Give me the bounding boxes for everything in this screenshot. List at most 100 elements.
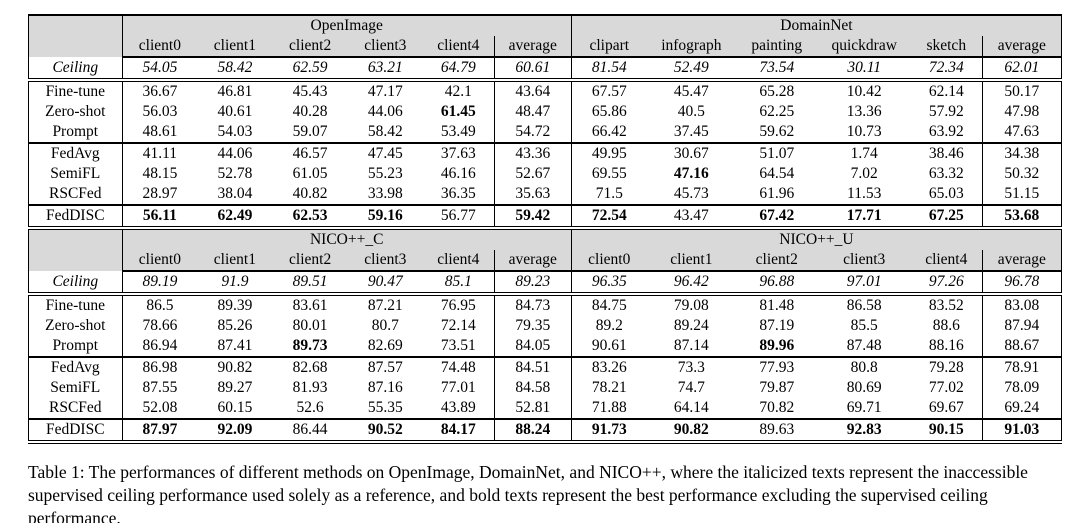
- value-cell: 60.15: [197, 398, 273, 420]
- row-label: FedAvg: [28, 143, 123, 164]
- value-cell: 86.58: [846, 297, 882, 314]
- row-label: Zero-shot: [28, 316, 123, 336]
- table-row: Zero-shot 56.03 40.61 40.28 44.06 61.45 48.47 6…: [28, 102, 1062, 122]
- column-header: client1: [646, 250, 737, 272]
- value-cell: 62.14: [910, 80, 983, 102]
- value-cell: 58.42: [197, 57, 273, 82]
- row-label: FedAvg: [28, 357, 123, 378]
- value-cell: 64.54: [759, 165, 795, 182]
- value-cell: 89.63: [736, 419, 818, 444]
- column-header: client1: [197, 36, 273, 58]
- row-label: Ceiling: [28, 271, 123, 296]
- column-header: client0: [122, 250, 198, 272]
- value-cell: 78.91: [1004, 359, 1040, 376]
- value-cell: 45.47: [673, 83, 709, 100]
- value-cell: 81.48: [759, 297, 795, 314]
- value-cell: 47.63: [982, 122, 1062, 144]
- value-cell: 62.59: [272, 57, 348, 82]
- value-cell: 40.5: [677, 103, 705, 120]
- value-cell: 49.95: [591, 145, 627, 162]
- value-cell: 70.82: [736, 398, 818, 420]
- value-cell: 61.45: [422, 102, 495, 122]
- corner-cell: [28, 15, 123, 57]
- value-cell: 67.57: [591, 83, 627, 100]
- value-cell: 91.03: [982, 419, 1062, 444]
- table-row: RSCFed 52.08 60.15 52.6 55.35 43.89 52.81 71.88…: [28, 398, 1062, 420]
- value-cell: 85.26: [217, 317, 253, 334]
- value-cell: 90.61: [571, 336, 647, 358]
- table-row: SemiFL 48.15 52.78 61.05 55.23 46.16 52.67 69.5…: [28, 164, 1062, 184]
- column-header: client3: [347, 36, 423, 58]
- value-cell: 81.93: [292, 379, 328, 396]
- value-cell: 67.42: [736, 205, 818, 230]
- value-cell: 61.05: [292, 165, 328, 182]
- value-cell: 47.17: [367, 83, 403, 100]
- sub-header-row: client0 client1 client2 client3 client4 avera…: [29, 36, 1062, 58]
- results-table-body: OpenImage DomainNet client0 client1 client2 c…: [28, 15, 1062, 444]
- value-cell: 80.01: [292, 317, 328, 334]
- value-cell: 88.24: [494, 419, 572, 444]
- value-cell: 53.49: [422, 122, 495, 144]
- value-cell: 78.09: [1004, 379, 1040, 396]
- results-table: OpenImage DomainNet client0 client1 client2 c…: [28, 14, 1062, 444]
- value-cell: 71.88: [571, 398, 647, 420]
- column-header: client2: [272, 36, 348, 58]
- value-cell: 48.61: [122, 122, 198, 144]
- value-cell: 50.17: [1004, 83, 1040, 100]
- value-cell: 90.52: [347, 419, 423, 444]
- value-cell: 72.34: [910, 57, 983, 82]
- column-header: average: [494, 250, 572, 272]
- value-cell: 53.68: [982, 205, 1062, 230]
- value-cell: 38.04: [197, 184, 273, 206]
- value-cell: 30.11: [817, 57, 911, 82]
- value-cell: 82.69: [347, 336, 423, 358]
- column-header: client1: [197, 250, 273, 272]
- value-cell: 76.95: [422, 294, 495, 316]
- value-cell: 83.52: [910, 294, 983, 316]
- value-cell: 90.15: [910, 419, 983, 444]
- value-cell: 86.94: [122, 336, 198, 358]
- table-row: Fine-tune 86.5 89.39 83.61 87.21 76.95 84.73 84…: [28, 294, 1062, 316]
- group-header: DomainNet: [571, 15, 1062, 36]
- value-cell: 89.39: [217, 297, 253, 314]
- value-cell: 72.54: [571, 205, 647, 230]
- value-cell: 44.06: [217, 145, 253, 162]
- value-cell: 77.02: [910, 378, 983, 398]
- value-cell: 87.41: [197, 336, 273, 358]
- value-cell: 59.42: [494, 205, 572, 230]
- column-header: client2: [736, 250, 818, 272]
- group-header-row: OpenImage DomainNet: [28, 15, 1062, 57]
- value-cell: 80.7: [371, 317, 399, 334]
- value-cell: 33.98: [347, 184, 423, 206]
- value-cell: 84.75: [591, 297, 627, 314]
- value-cell: 63.21: [347, 57, 423, 82]
- value-cell: 87.16: [367, 379, 403, 396]
- value-cell: 79.87: [759, 379, 795, 396]
- value-cell: 64.79: [422, 57, 495, 82]
- value-cell: 55.23: [367, 165, 403, 182]
- value-cell: 66.42: [571, 122, 647, 144]
- value-cell: 73.51: [422, 336, 495, 358]
- value-cell: 89.96: [736, 336, 818, 358]
- value-cell: 83.61: [292, 297, 328, 314]
- value-cell: 10.42: [846, 83, 882, 100]
- value-cell: 54.05: [122, 57, 198, 82]
- value-cell: 89.51: [272, 271, 348, 296]
- value-cell: 83.08: [1004, 297, 1040, 314]
- value-cell: 56.11: [122, 205, 198, 230]
- value-cell: 89.73: [272, 336, 348, 358]
- table-row: Prompt 48.61 54.03 59.07 58.42 53.49 54.72 66.4…: [28, 122, 1062, 144]
- value-cell: 36.35: [422, 184, 495, 206]
- value-cell: 43.36: [494, 143, 572, 164]
- value-cell: 77.01: [422, 378, 495, 398]
- value-cell: 62.25: [759, 103, 795, 120]
- value-cell: 52.49: [646, 57, 737, 82]
- value-cell: 97.26: [910, 271, 983, 296]
- value-cell: 46.57: [292, 145, 328, 162]
- value-cell: 59.16: [347, 205, 423, 230]
- value-cell: 83.26: [591, 359, 627, 376]
- table-row: Ceiling 89.19 91.9 89.51 90.47 85.1 89.23 96.35…: [28, 271, 1062, 296]
- value-cell: 1.74: [850, 145, 878, 162]
- value-cell: 89.23: [494, 271, 572, 296]
